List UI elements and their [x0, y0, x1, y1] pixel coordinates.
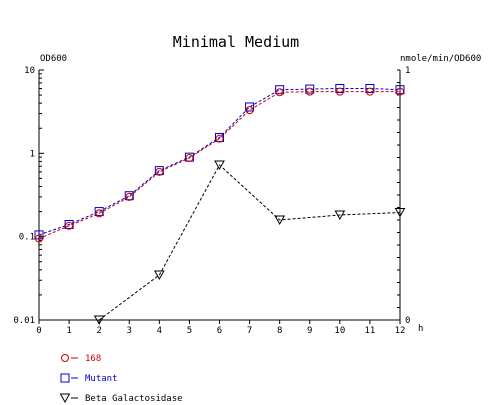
data-point: [395, 85, 405, 95]
data-point: [95, 209, 104, 218]
left-tick-label: 0.1: [19, 233, 35, 243]
data-point: [185, 153, 194, 162]
data-point: [275, 88, 284, 97]
left-tick-label: 1: [30, 149, 35, 159]
series-mutant: [34, 83, 405, 240]
legend-label: 168: [85, 354, 101, 364]
x-tick-label: 5: [187, 326, 192, 336]
x-tick-label: 9: [307, 326, 312, 336]
data-point: [124, 191, 134, 201]
data-point: [214, 160, 225, 171]
series-layer: [34, 83, 406, 326]
series-beta-galactosidase: [93, 160, 406, 326]
x-tick-label: 3: [127, 326, 132, 336]
data-point: [155, 167, 164, 176]
x-tick-label: 6: [217, 326, 222, 336]
legend-item: Beta Galactosidase: [59, 393, 183, 404]
legend-item: 168: [61, 354, 101, 364]
data-point: [335, 83, 345, 93]
axes: [38, 70, 401, 321]
legend-label: Mutant: [85, 374, 118, 384]
x-tick-label: 11: [364, 326, 375, 336]
data-point: [215, 132, 224, 142]
data-point: [93, 315, 105, 326]
data-point: [245, 102, 255, 112]
legend-marker-icon: [59, 393, 71, 404]
data-point: [335, 87, 344, 96]
data-point: [365, 87, 374, 96]
x-tick-label: 8: [277, 326, 282, 336]
series-line: [38, 91, 400, 239]
data-point: [125, 192, 134, 201]
left-tick-label: 0.01: [13, 316, 35, 326]
right-tick-label: 0: [405, 316, 410, 326]
data-point: [34, 230, 44, 240]
left-tick-label: 10: [24, 66, 35, 76]
data-point: [396, 87, 404, 96]
x-tick-label: 0: [36, 326, 41, 336]
series-line: [98, 164, 401, 321]
legend-marker-icon: [60, 373, 70, 383]
x-axis-label: h: [418, 324, 423, 334]
data-point: [65, 221, 74, 230]
left-axis-label: OD600: [40, 54, 67, 64]
legend-label: Beta Galactosidase: [85, 394, 183, 404]
data-point: [305, 84, 315, 94]
data-point: [305, 87, 314, 96]
x-tick-label: 7: [247, 326, 252, 336]
series-168: [35, 87, 404, 243]
x-tick-label: 1: [66, 326, 71, 336]
legend-item: Mutant: [60, 373, 118, 384]
data-point: [275, 85, 285, 95]
data-point: [94, 207, 104, 217]
x-tick-label: 4: [157, 326, 162, 336]
legend: 168 Mutant Beta Galactosidase: [59, 354, 183, 404]
x-tick-label: 10: [334, 326, 345, 336]
data-point: [245, 106, 254, 115]
right-tick-label: 1: [405, 66, 410, 76]
data-point: [274, 215, 286, 226]
data-point: [394, 208, 406, 218]
right-axis-label: nmole/min/OD600: [400, 54, 481, 64]
legend-marker-icon: [61, 354, 69, 362]
x-tick-label: 2: [96, 326, 101, 336]
chart-title: Minimal Medium: [173, 33, 299, 51]
data-point: [35, 234, 43, 243]
data-point: [215, 134, 224, 143]
data-point: [154, 166, 164, 176]
data-point: [334, 210, 346, 221]
series-line: [38, 87, 401, 236]
data-point: [153, 270, 165, 281]
x-tick-label: 12: [395, 326, 406, 336]
data-point: [365, 83, 375, 93]
